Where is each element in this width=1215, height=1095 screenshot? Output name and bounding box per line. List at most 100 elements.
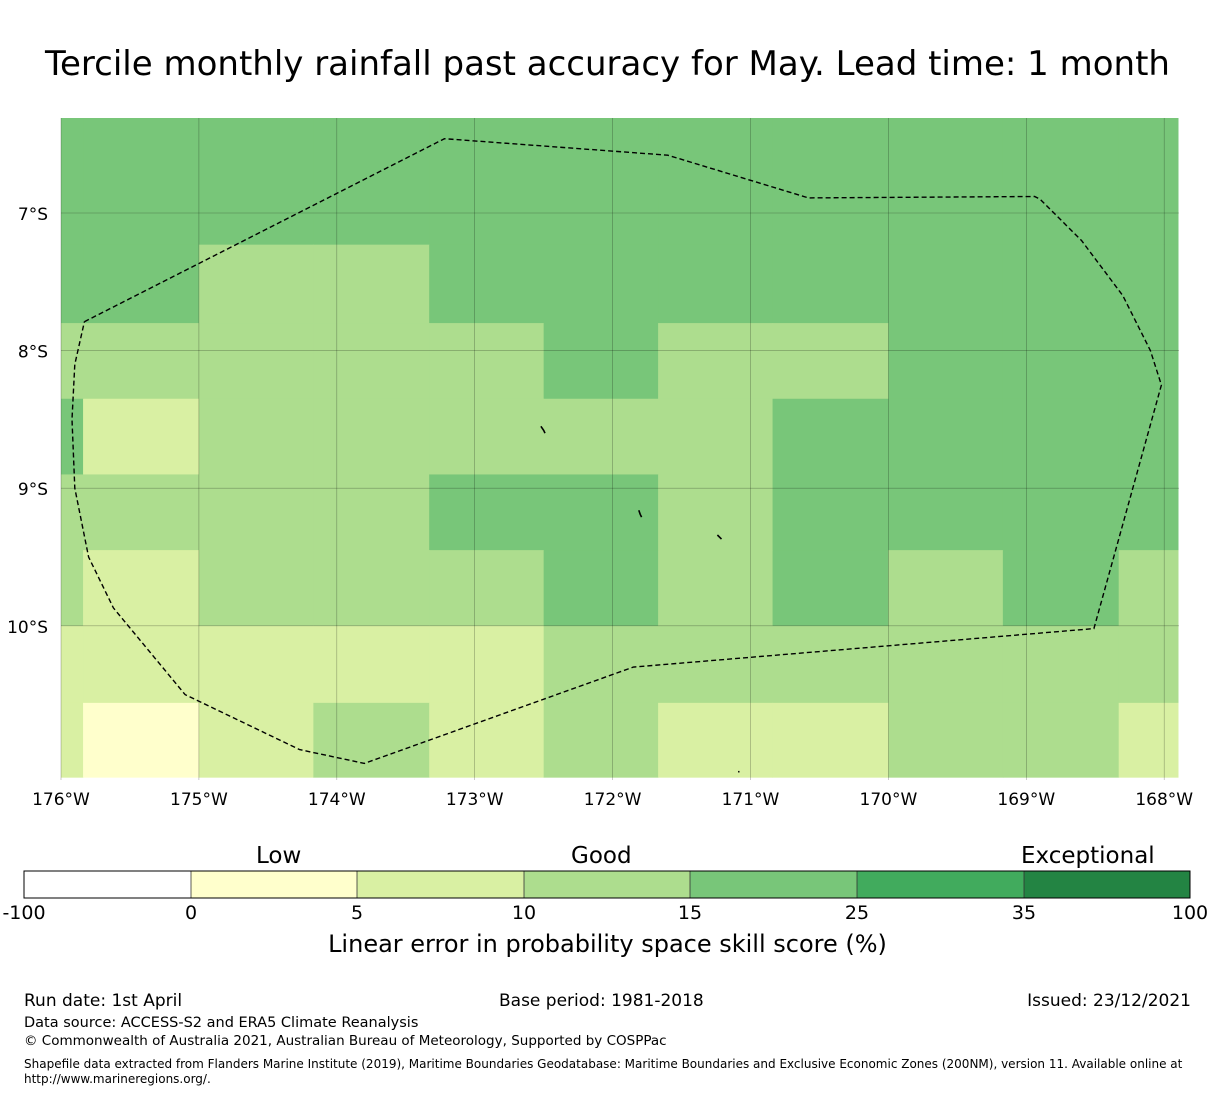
skill-cell	[658, 244, 774, 324]
skill-grid	[61, 118, 1179, 778]
colorbar-tick: 5	[350, 902, 364, 924]
skill-cell	[1002, 702, 1120, 778]
skill-cell	[198, 398, 314, 475]
colorbar-segment	[191, 871, 357, 898]
longitude-label: 170°W	[860, 790, 918, 810]
colorbar-segment	[690, 871, 857, 898]
islands	[540, 425, 740, 773]
skill-cell	[1118, 118, 1179, 246]
skill-cell	[313, 474, 430, 551]
longitude-label: 174°W	[308, 790, 366, 810]
skill-cell	[888, 118, 1004, 246]
colorbar-tick: 10	[511, 902, 537, 924]
skill-cell	[1118, 550, 1179, 627]
skill-cell	[1118, 323, 1179, 400]
colorbar-title: Linear error in probability space skill …	[328, 930, 887, 958]
skill-cell	[429, 244, 545, 324]
data-source: Data source: ACCESS-S2 and ERA5 Climate …	[24, 1015, 419, 1031]
skill-cell	[429, 398, 545, 475]
skill-cell	[83, 550, 200, 627]
skill-cell	[429, 625, 545, 704]
longitude-label: 173°W	[446, 790, 504, 810]
skill-cell	[543, 625, 659, 704]
skill-cell	[429, 118, 545, 246]
colorbar-segment	[1024, 871, 1190, 898]
skill-cell	[61, 625, 84, 704]
skill-cell	[198, 474, 314, 551]
run-date: Run date: 1st April	[24, 991, 183, 1011]
colorbar-label-good: Good	[571, 843, 632, 869]
colorbar-label-low: Low	[256, 843, 302, 869]
graticule	[60, 118, 1179, 780]
skill-cell	[772, 625, 889, 704]
skill-cell	[83, 625, 200, 704]
skill-cell	[658, 118, 774, 246]
skill-cell	[772, 702, 889, 778]
skill-cell	[772, 244, 889, 324]
skill-cell	[1002, 323, 1120, 400]
skill-cell	[1002, 244, 1120, 324]
colorbar-tick: 15	[677, 902, 703, 924]
skill-cell	[198, 244, 314, 324]
skill-cell	[1002, 118, 1120, 246]
colorbar-tick: 0	[184, 902, 198, 924]
colorbar-tick: 100	[1171, 902, 1209, 924]
longitude-label: 168°W	[1135, 790, 1193, 810]
island-atafu	[540, 425, 546, 434]
map-title: Tercile monthly rainfall past accuracy f…	[45, 44, 1170, 84]
colorbar-tick: -100	[2, 902, 46, 924]
skill-cell	[61, 323, 84, 400]
skill-map: 7°S8°S9°S10°S 176°W 175°W 174°W 173°W 172°W 1…	[7, 118, 1193, 810]
skill-cell	[543, 244, 659, 324]
skill-cell	[313, 118, 430, 246]
skill-cell	[1118, 244, 1179, 324]
skill-cell	[429, 474, 545, 551]
skill-cell	[888, 550, 1004, 627]
skill-cell	[543, 398, 659, 475]
skill-cell	[313, 625, 430, 704]
skill-cell	[658, 398, 774, 475]
skill-cell	[313, 702, 430, 778]
skill-cell	[198, 625, 314, 704]
skill-cell	[83, 244, 200, 324]
copyright: © Commonwealth of Australia 2021, Austra…	[24, 1033, 667, 1049]
colorbar-label-exceptional: Exceptional	[1021, 843, 1155, 869]
skill-cell	[198, 550, 314, 627]
skill-cell	[543, 118, 659, 246]
skill-cell	[658, 323, 774, 400]
skill-cell	[1002, 550, 1120, 627]
issued-date: Issued: 23/12/2021	[1027, 991, 1191, 1011]
skill-cell	[61, 474, 84, 551]
skill-cell	[83, 398, 200, 475]
shapefile-credit-line1: Shapefile data extracted from Flanders M…	[24, 1057, 1183, 1071]
latitude-label: 8°S	[18, 343, 48, 363]
longitude-label: 172°W	[584, 790, 642, 810]
latitude-labels: 7°S 8°S 9°S 10°S	[7, 205, 48, 638]
skill-cell	[61, 550, 84, 627]
longitude-label: 175°W	[170, 790, 228, 810]
skill-cell	[658, 625, 774, 704]
colorbar	[23, 870, 1191, 899]
skill-cell	[61, 702, 84, 778]
skill-cell	[429, 550, 545, 627]
longitude-label: 171°W	[722, 790, 780, 810]
skill-cell	[198, 118, 314, 246]
latitude-label: 9°S	[18, 480, 48, 500]
base-period: Base period: 1981-2018	[499, 991, 704, 1011]
skill-cell	[888, 702, 1004, 778]
skill-cell	[543, 474, 659, 551]
latitude-label: 7°S	[18, 205, 48, 225]
skill-cell	[888, 474, 1004, 551]
skill-cell	[198, 323, 314, 400]
skill-cell	[83, 474, 200, 551]
skill-cell	[543, 702, 659, 778]
skill-cell	[658, 702, 774, 778]
skill-cell	[888, 323, 1004, 400]
skill-cell	[772, 323, 889, 400]
skill-cell	[1118, 474, 1179, 551]
colorbar-tick: 25	[844, 902, 870, 924]
skill-cell	[429, 702, 545, 778]
eez-boundary	[71, 137, 1163, 765]
skill-cell	[772, 550, 889, 627]
skill-cell	[313, 550, 430, 627]
